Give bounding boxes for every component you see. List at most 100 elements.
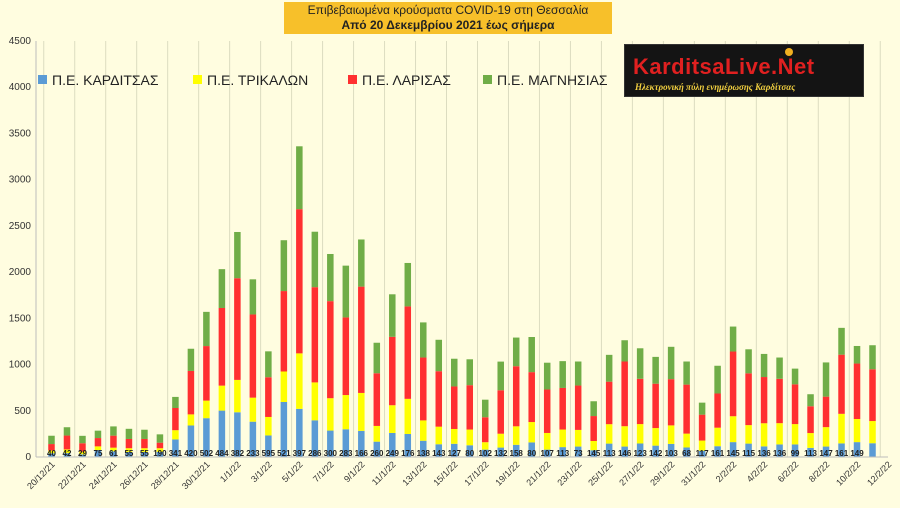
data-label: 149: [850, 449, 864, 458]
x-tick-label: 26/12/21: [118, 459, 150, 491]
bar-larisa: [481, 417, 489, 443]
bar-larisa: [48, 444, 55, 451]
data-label: 145: [726, 449, 740, 458]
y-tick-label: 1000: [9, 360, 32, 371]
data-label: 158: [510, 449, 524, 458]
y-tick-label: 4000: [9, 82, 32, 93]
bar-magnisia: [435, 339, 443, 372]
bar-karditsa: [636, 443, 644, 457]
bar-trikala: [667, 425, 675, 444]
bar-trikala: [420, 420, 427, 441]
x-tick-label: 25/1/22: [586, 459, 614, 487]
bar-trikala: [636, 424, 644, 444]
bar-magnisia: [63, 427, 71, 436]
bar-trikala: [590, 441, 597, 451]
bar-magnisia: [574, 361, 582, 386]
bar-larisa: [265, 377, 272, 417]
bar-karditsa: [528, 442, 535, 457]
data-label: 68: [682, 449, 691, 458]
x-tick-label: 20/12/21: [25, 459, 57, 491]
pin-icon: [785, 48, 793, 56]
data-label: 283: [339, 449, 353, 458]
bar-larisa: [342, 317, 350, 396]
chart-title: Επιβεβαιωμένα κρούσματα COVID-19 στη Θεσ…: [307, 3, 589, 17]
x-tick-label: 2/2/22: [714, 459, 739, 484]
bar-larisa: [853, 363, 861, 420]
bar-karditsa: [358, 430, 365, 457]
bar-larisa: [497, 390, 504, 434]
bar-larisa: [466, 385, 473, 430]
bar-magnisia: [451, 358, 458, 387]
bar-trikala: [280, 371, 288, 402]
bar-trikala: [481, 442, 489, 450]
bar-trikala: [791, 424, 799, 445]
bar-larisa: [203, 346, 210, 401]
bar-trikala: [172, 430, 179, 440]
bar-karditsa: [389, 432, 396, 457]
bar-magnisia: [683, 361, 690, 385]
bar-trikala: [776, 423, 783, 445]
bar-series: [48, 146, 876, 457]
x-tick-label: 7/1/22: [311, 459, 336, 484]
bar-trikala: [512, 426, 520, 445]
bar-magnisia: [698, 402, 706, 415]
bar-trikala: [435, 426, 443, 445]
legend-label: Π.Ε. ΛΑΡΙΣΑΣ: [362, 72, 451, 88]
bar-magnisia: [497, 361, 504, 391]
bar-larisa: [249, 314, 257, 398]
bar-trikala: [683, 433, 690, 448]
bar-magnisia: [512, 337, 520, 367]
bar-trikala: [559, 429, 566, 448]
x-tick-label: 15/1/22: [431, 459, 459, 487]
bar-trikala: [869, 421, 876, 444]
bar-trikala: [652, 428, 659, 446]
bar-trikala: [714, 427, 721, 447]
bar-karditsa: [466, 445, 473, 457]
bar-magnisia: [110, 426, 117, 436]
bar-karditsa: [590, 450, 597, 457]
bar-karditsa: [481, 449, 489, 457]
logo-name: KarditsaLive.Net: [633, 54, 815, 79]
y-tick-label: 3500: [9, 128, 32, 139]
bar-trikala: [187, 414, 195, 426]
data-label: 502: [200, 449, 214, 458]
bar-magnisia: [125, 428, 133, 439]
x-tick-label: 31/1/22: [679, 459, 707, 487]
bar-magnisia: [869, 345, 876, 370]
bar-magnisia: [729, 326, 737, 352]
bar-trikala: [125, 448, 133, 452]
bar-larisa: [187, 370, 195, 415]
bar-karditsa: [156, 451, 164, 457]
bar-karditsa: [420, 440, 427, 457]
x-tick-label: 4/2/22: [745, 459, 770, 484]
data-label: 132: [494, 449, 508, 458]
logo-tagline: Ηλεκτρονική πύλη ενημέρωσης Καρδίτσας: [635, 82, 796, 92]
bar-larisa: [636, 378, 644, 425]
data-label: 190: [153, 449, 167, 458]
data-label: 260: [370, 449, 384, 458]
bar-magnisia: [528, 337, 535, 373]
bar-trikala: [327, 398, 334, 431]
bar-larisa: [63, 435, 71, 450]
x-tick-label: 1/1/22: [218, 459, 243, 484]
bar-larisa: [420, 357, 427, 421]
bar-karditsa: [48, 453, 55, 457]
bar-karditsa: [311, 420, 319, 457]
bar-larisa: [234, 278, 241, 380]
bar-karditsa: [698, 450, 706, 457]
y-tick-label: 0: [25, 452, 31, 463]
data-label: 55: [140, 449, 149, 458]
bar-magnisia: [203, 311, 210, 347]
bar-karditsa: [342, 429, 350, 457]
bar-magnisia: [404, 262, 412, 307]
bar-larisa: [652, 383, 659, 429]
x-tick-label: 22/12/21: [56, 459, 88, 491]
bar-magnisia: [234, 231, 241, 279]
bar-magnisia: [420, 322, 427, 358]
bar-trikala: [203, 400, 210, 419]
bar-karditsa: [776, 444, 783, 457]
x-tick-label: 12/2/22: [865, 459, 893, 487]
bar-karditsa: [218, 410, 226, 457]
bar-trikala: [110, 447, 117, 452]
bar-magnisia: [48, 435, 55, 445]
